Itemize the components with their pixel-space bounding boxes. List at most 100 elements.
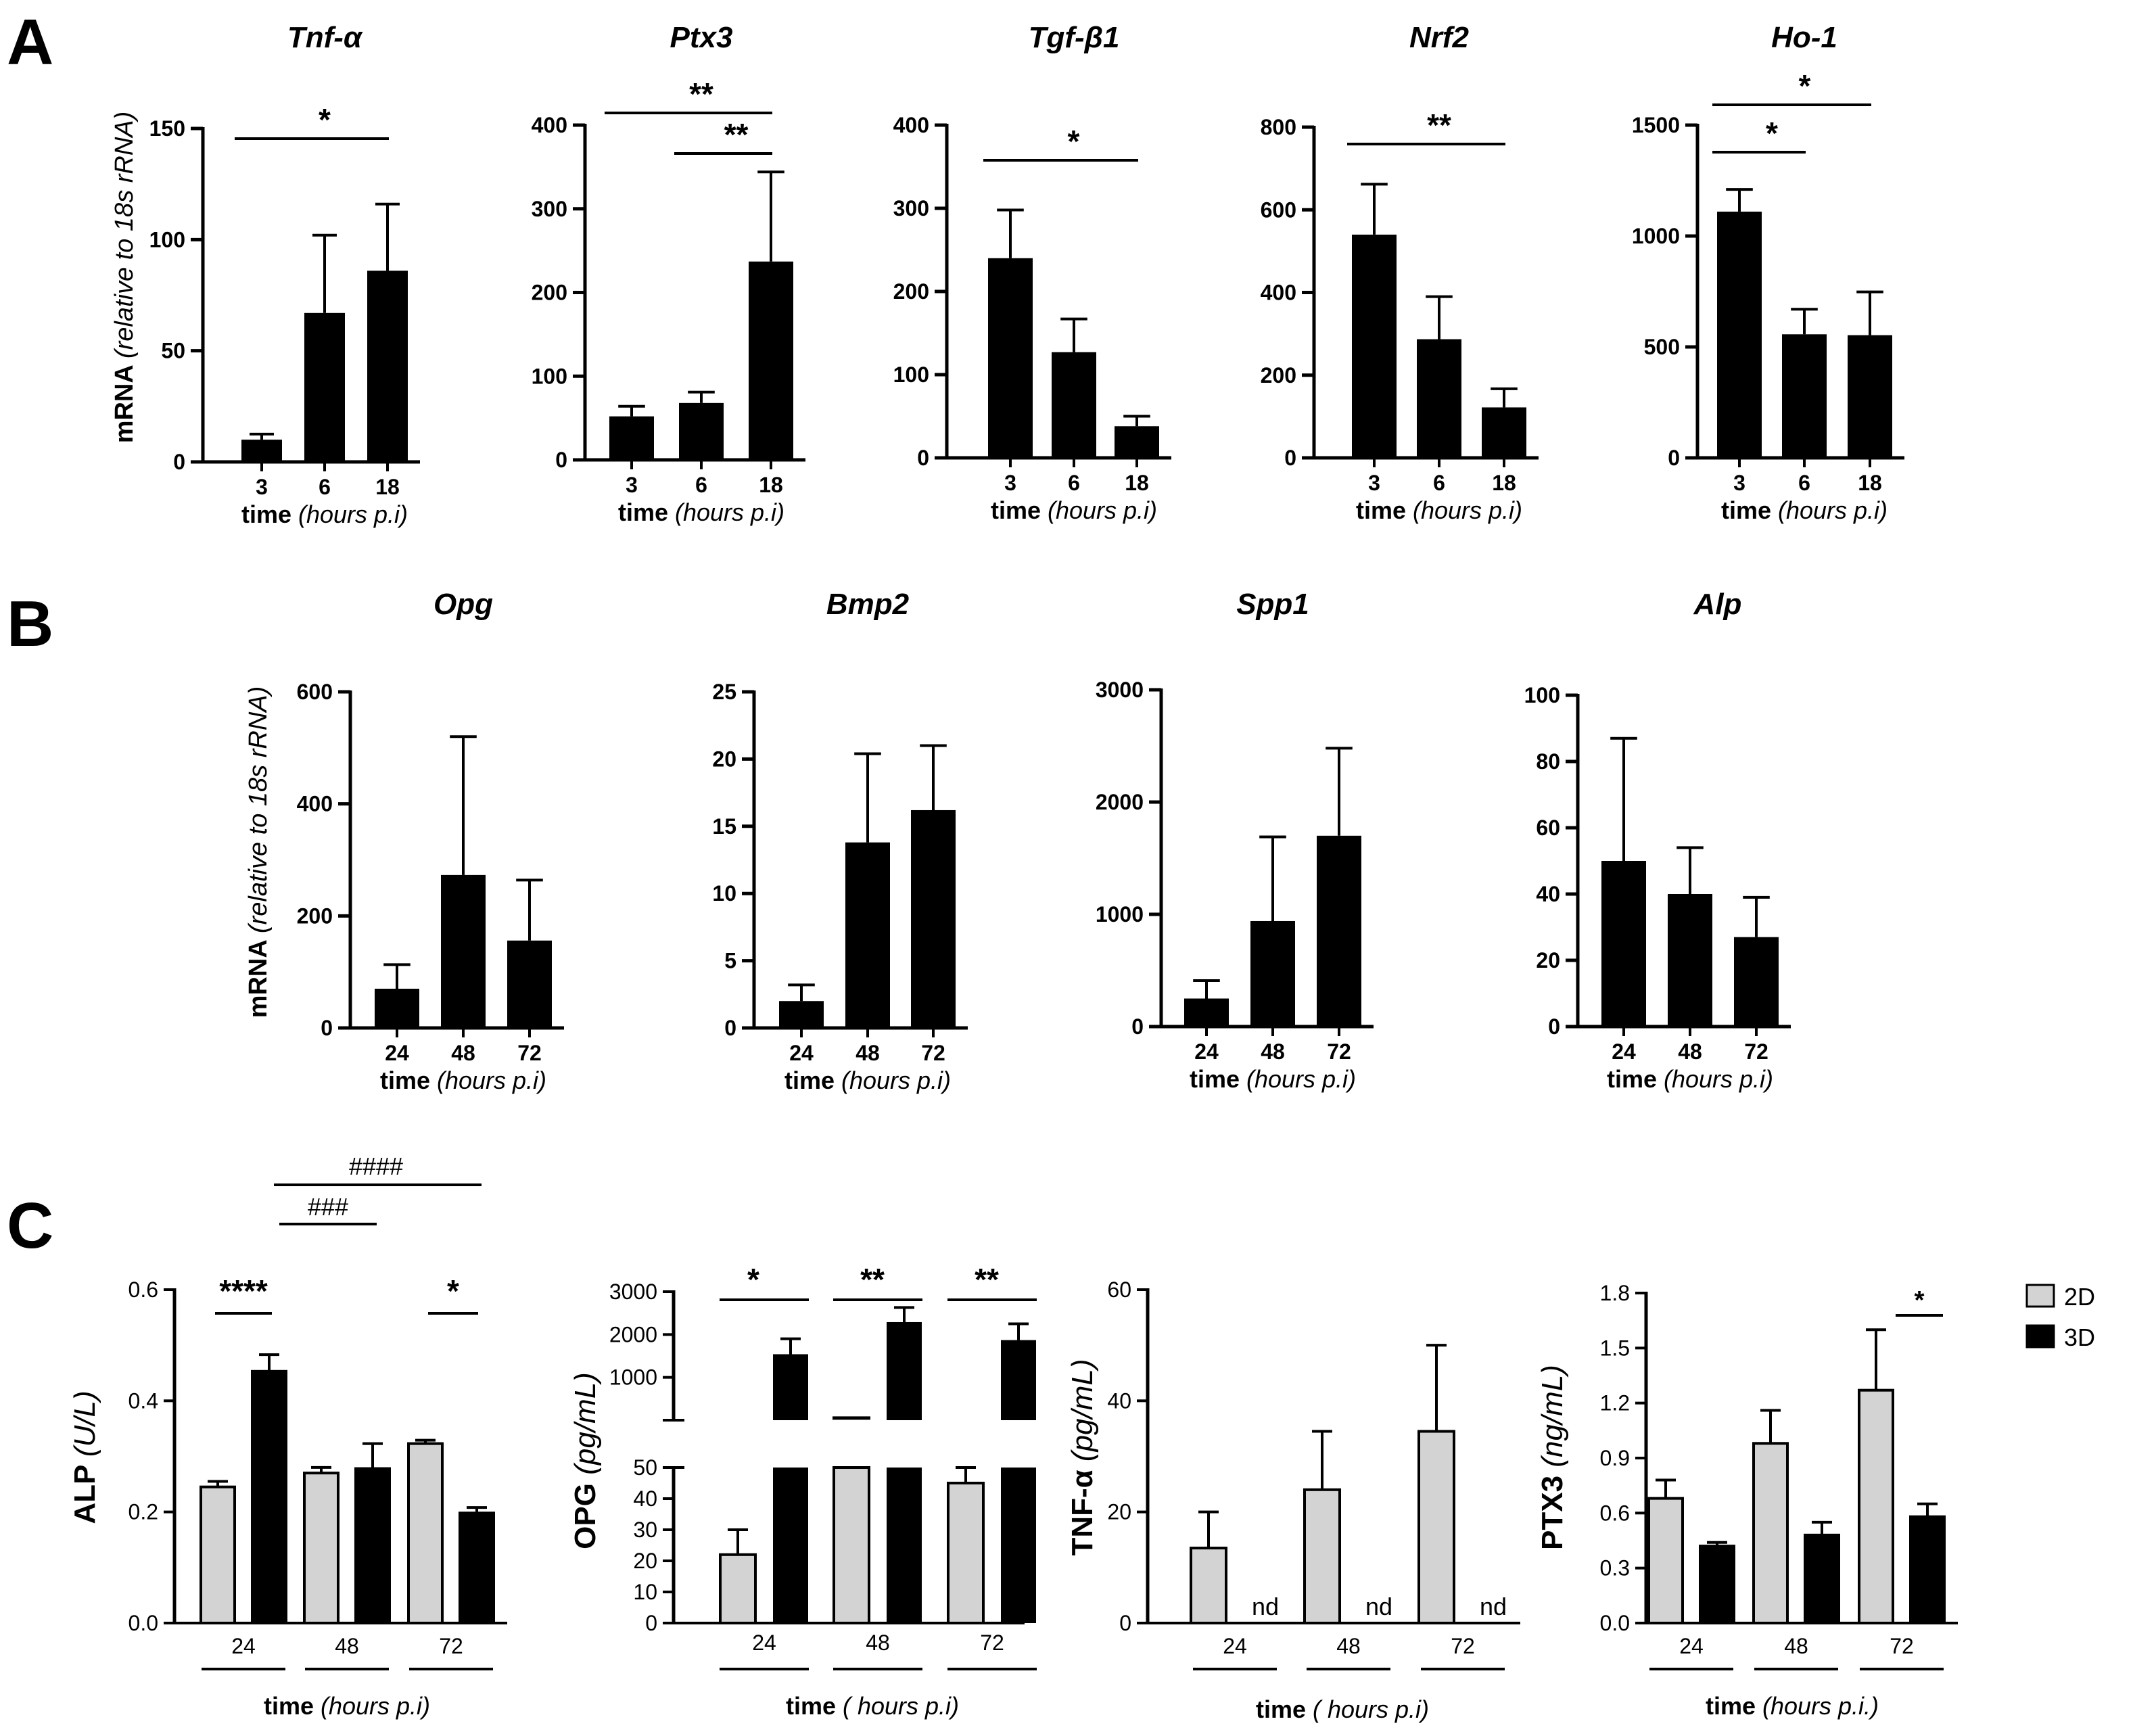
a3-bar-3 [988, 258, 1033, 458]
legend-label-2d: 2D [2064, 1283, 2095, 1311]
b2-bar-24 [779, 1001, 824, 1028]
b4-title: Alp [1693, 588, 1742, 621]
c1-sig-label-1: * [447, 1273, 459, 1309]
a5-x-tick-label: 3 [1733, 471, 1745, 495]
b1-y-tick-label: 400 [297, 792, 333, 816]
b2-x-label: time (hours p.i) [784, 1066, 951, 1094]
a2-sig-label-1: ** [724, 117, 749, 152]
a4-title: Nrf2 [1409, 21, 1470, 54]
a4-x-label-italic: (hours p.i) [1413, 496, 1522, 524]
a3-bar-6 [1052, 352, 1096, 458]
b1-title: Opg [433, 588, 493, 621]
c2-x-label: time ( hours p.i) [786, 1692, 959, 1720]
c2-bar-3d-upper-24 [773, 1354, 808, 1420]
c2-y-label-main: OPG [569, 1475, 602, 1549]
c4-bar-3d-24 [1699, 1545, 1735, 1624]
c4-x-label: time (hours p.i.) [1706, 1692, 1879, 1720]
a5-y-tick-label: 1000 [1632, 224, 1680, 248]
a3-y-tick-label: 100 [893, 362, 929, 387]
a2-x-label-main: time [618, 498, 675, 526]
c1-x-tick-label: 72 [439, 1634, 463, 1658]
c3-x-label: time ( hours p.i) [1256, 1695, 1429, 1723]
b1-bar-72 [507, 940, 552, 1028]
c4-x-label-main: time [1706, 1692, 1762, 1720]
a5-x-tick-label: 6 [1798, 471, 1810, 495]
a2-bar-18 [749, 261, 793, 460]
b2-x-label-main: time [784, 1066, 841, 1094]
b3-y-tick-label: 1000 [1096, 902, 1144, 926]
a2-y-tick-label: 300 [532, 197, 567, 221]
a3-x-tick-label: 18 [1125, 471, 1149, 495]
c1-y-label-main: ALP [68, 1457, 101, 1524]
c1-bar-3d-72 [459, 1511, 495, 1625]
b3-x-label: time (hours p.i) [1190, 1065, 1356, 1093]
b1-x-label-italic: (hours p.i) [437, 1066, 546, 1094]
a1-y-tick-label: 150 [149, 116, 185, 141]
c2-bar-3d-lower-24 [773, 1468, 808, 1623]
b3-bar-72 [1317, 835, 1361, 1027]
a2-x-tick-label: 18 [759, 473, 783, 497]
a4-y-tick-label: 800 [1261, 115, 1296, 139]
a3-x-label-main: time [991, 496, 1048, 524]
a4-x-tick-label: 3 [1368, 471, 1380, 495]
c3-bar-2d-24 [1190, 1547, 1227, 1624]
c3-y-tick-label: 60 [1107, 1277, 1131, 1302]
a1-y-label-main: mRNA [110, 358, 139, 443]
b1-x-tick-label: 48 [451, 1041, 475, 1065]
a5-sig-label-0: * [1799, 68, 1811, 103]
a3-x-tick-label: 6 [1068, 471, 1080, 495]
c3-y-tick-label: 40 [1107, 1388, 1131, 1413]
c2-x-tick-label: 48 [866, 1631, 890, 1655]
a5-title: Ho-1 [1771, 21, 1837, 54]
a3-y-tick-label: 300 [893, 196, 929, 220]
b1-y-label-main: mRNA [244, 933, 273, 1018]
a5-y-tick-label: 1500 [1632, 113, 1680, 137]
b3-title: Spp1 [1236, 588, 1309, 621]
panel-letter-c: C [7, 1190, 53, 1262]
c3-bar-2d-48 [1303, 1488, 1341, 1625]
c2-bar-3d-lower-72 [1001, 1468, 1036, 1623]
c2-sig-label: * [747, 1262, 759, 1297]
b2-y-tick-label: 5 [724, 949, 736, 973]
b2-bar-72 [911, 810, 956, 1028]
b3-x-tick-label: 48 [1261, 1039, 1285, 1064]
a4-y-tick-label: 200 [1261, 363, 1296, 388]
b3-x-tick-label: 72 [1327, 1039, 1351, 1064]
c1-y-tick-label: 0.6 [128, 1277, 158, 1302]
a1-sig-label-0: * [319, 102, 331, 137]
b2-y-tick-label: 10 [712, 881, 736, 906]
c3-y-tick-label: 20 [1107, 1500, 1131, 1524]
b1-bar-48 [441, 874, 486, 1028]
c3-x-label-main: time [1256, 1695, 1313, 1723]
c4-x-tick-label: 72 [1890, 1634, 1914, 1658]
a1-x-label-main: time [241, 500, 298, 528]
c2-y-tick-label: 0 [645, 1611, 657, 1635]
b1-y-label: mRNA (relative to 18s rRNA) [244, 686, 273, 1018]
a3-y-tick-label: 0 [917, 446, 929, 470]
b4-x-tick-label: 24 [1612, 1039, 1636, 1064]
a4-x-tick-label: 18 [1492, 471, 1516, 495]
c3-y-label-italic: (pg/mL) [1066, 1359, 1099, 1461]
c4-y-tick-label: 0.6 [1600, 1501, 1630, 1525]
c3-x-label-italic: ( hours p.i) [1313, 1695, 1429, 1723]
b4-x-label-italic: (hours p.i) [1664, 1065, 1773, 1093]
a3-bar-18 [1115, 426, 1159, 458]
a5-x-tick-label: 18 [1858, 471, 1882, 495]
c2-bar-3d-upper-48 [887, 1321, 922, 1420]
a1-bar-6 [304, 312, 345, 462]
b3-x-label-main: time [1190, 1065, 1246, 1093]
c4-y-label: PTX3 (ng/mL) [1536, 1365, 1569, 1550]
c2-y-tick-label: 10 [633, 1580, 657, 1604]
b2-y-tick-label: 20 [712, 747, 736, 771]
b1-y-label-italic: (relative to 18s rRNA) [244, 686, 273, 933]
b1-y-tick-label: 600 [297, 680, 333, 704]
b1-y-tick-label: 0 [321, 1016, 333, 1040]
c4-x-tick-label: 24 [1679, 1634, 1704, 1658]
a1-y-label-italic: (relative to 18s rRNA) [110, 112, 139, 358]
c1-x-label-italic: (hours p.i) [321, 1692, 430, 1720]
c2-sig-label: ** [860, 1262, 885, 1297]
a2-x-label: time (hours p.i) [618, 498, 784, 526]
b3-x-label-italic: (hours p.i) [1246, 1065, 1356, 1093]
b4-x-label: time (hours p.i) [1607, 1065, 1773, 1093]
panel-letter-b: B [7, 588, 53, 660]
